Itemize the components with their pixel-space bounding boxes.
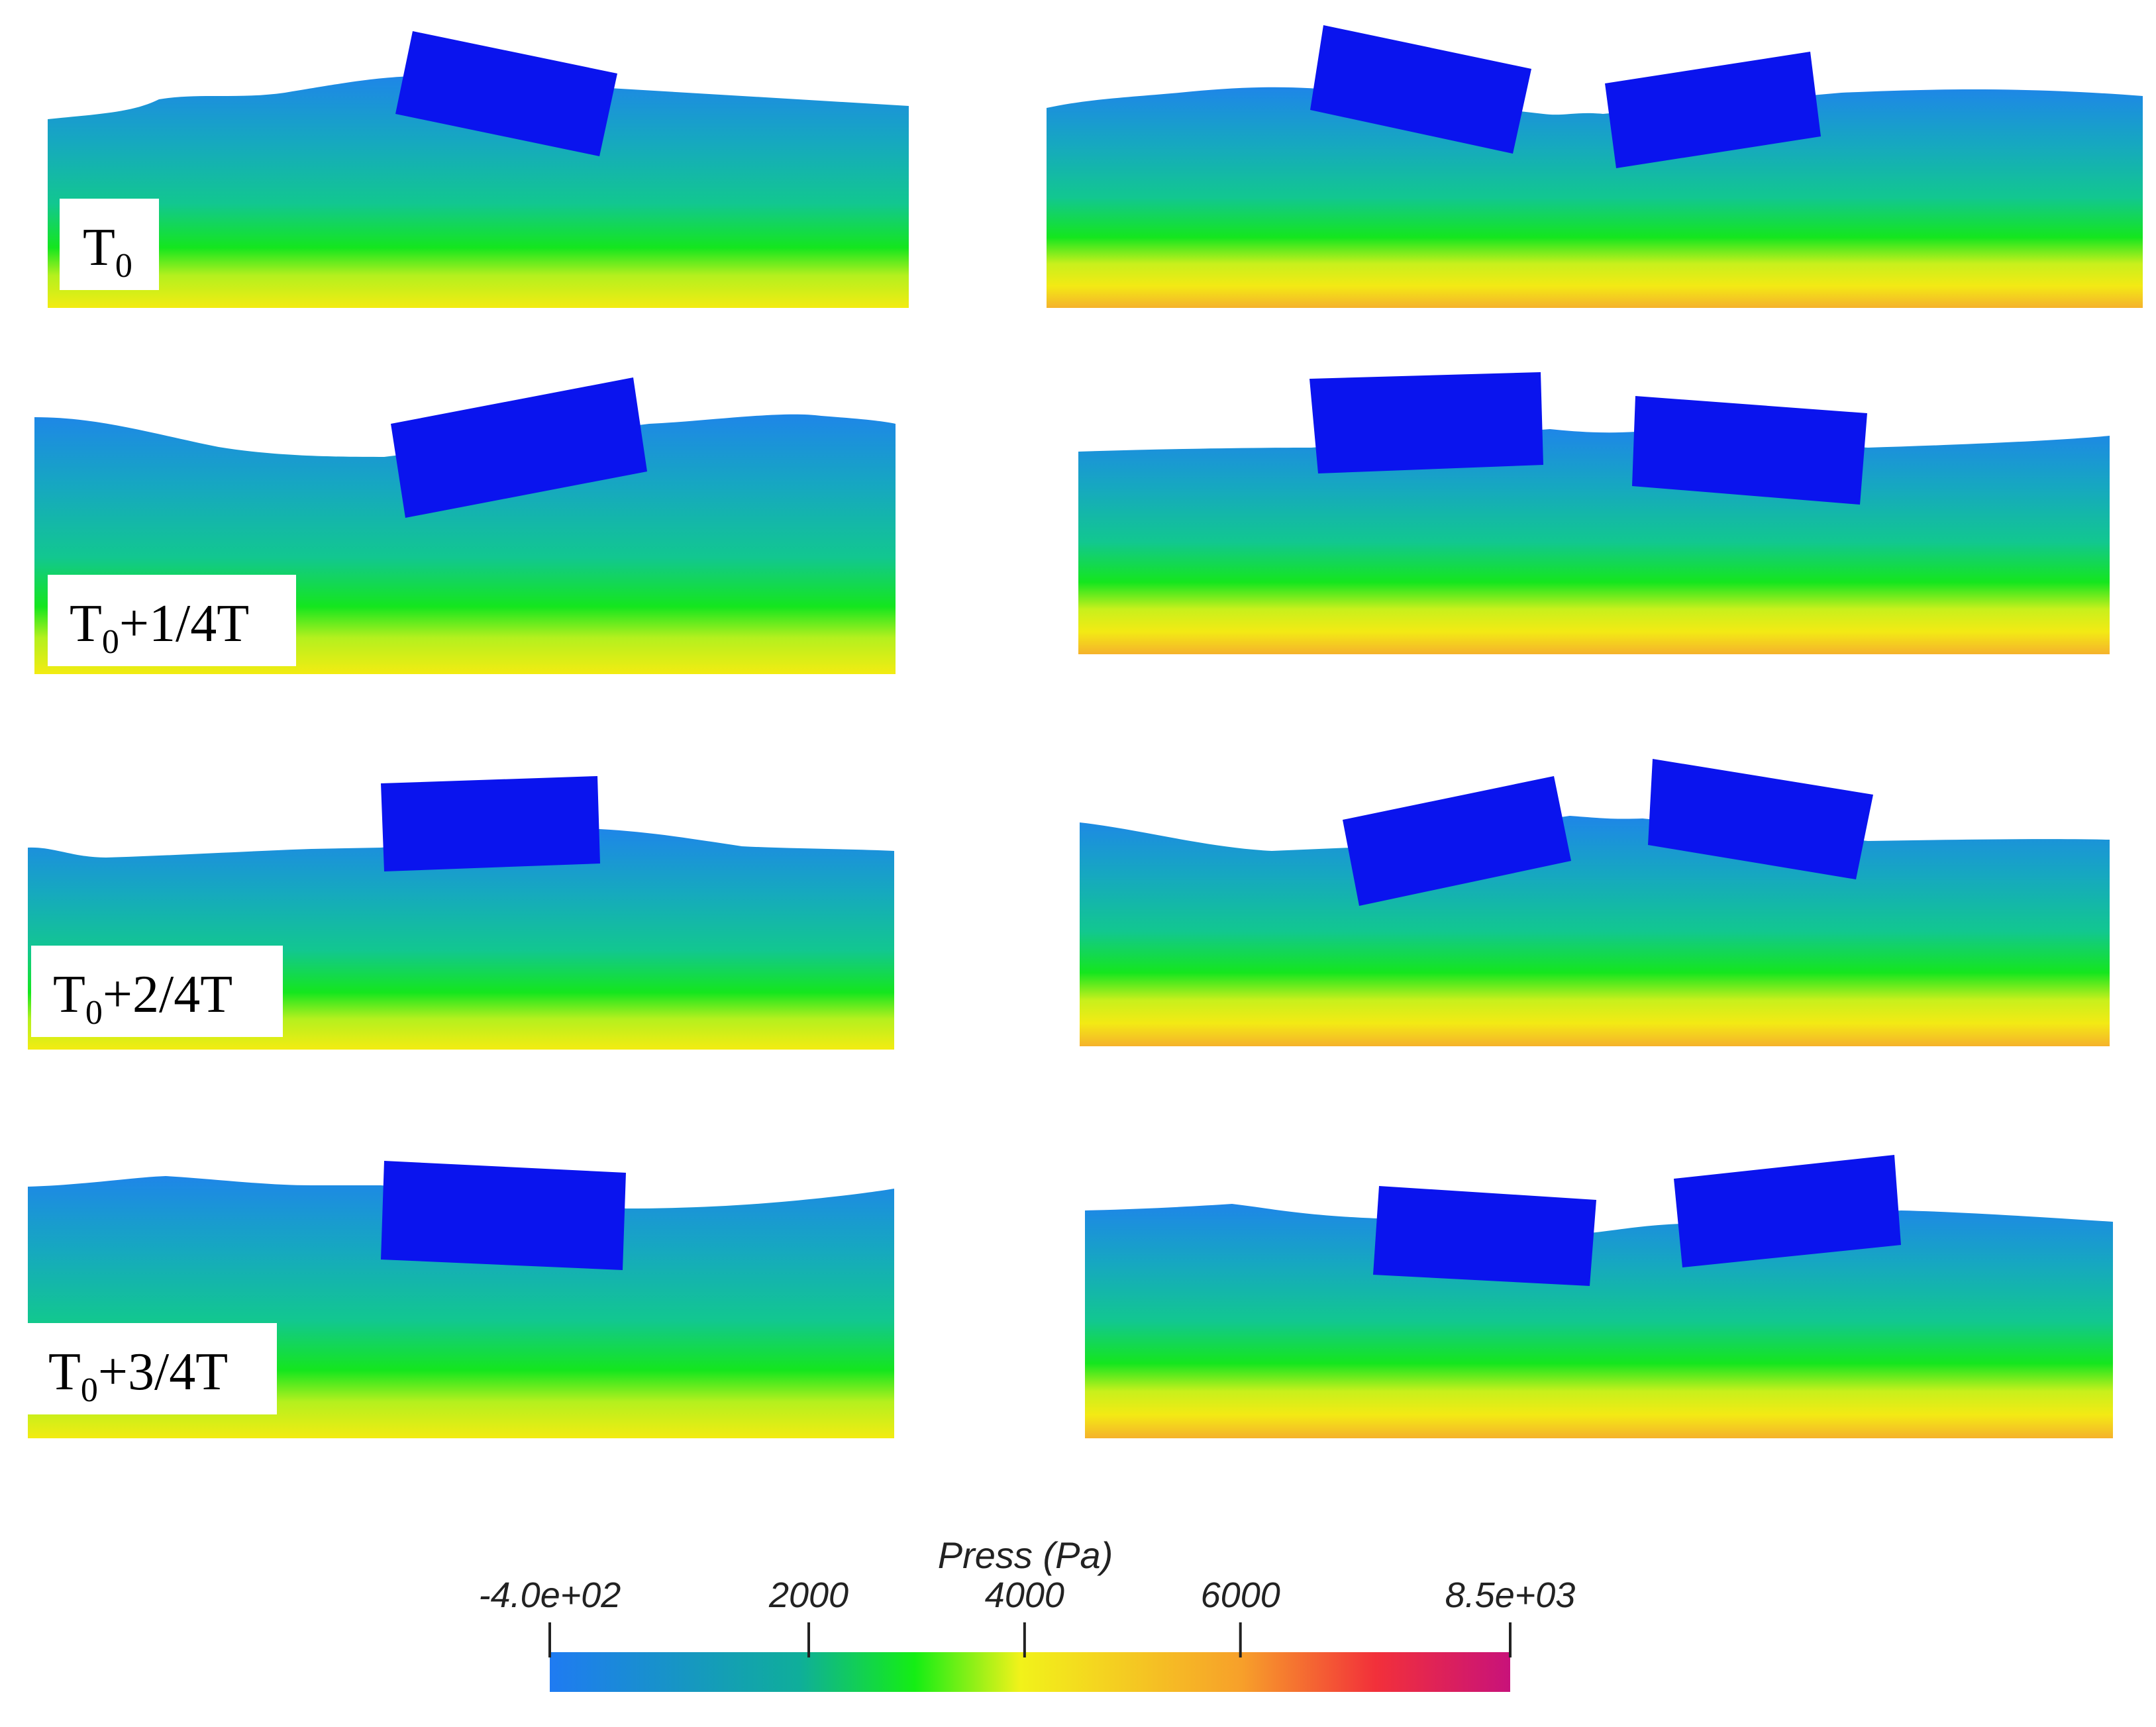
time-label: T0 (60, 199, 159, 290)
colorbar-tick-label: 2000 (768, 1575, 848, 1615)
time-label-rest: +3/4T (98, 1343, 228, 1401)
panel-row-1-single: T0 (48, 31, 909, 308)
colorbar-tick-label: 4000 (985, 1575, 1064, 1615)
water-domain (1047, 87, 2143, 308)
colorbar-ticks: -4.0e+02 2000 4000 6000 8.5e+03 (479, 1575, 1576, 1657)
svg-text:T0+3/4T: T0+3/4T (48, 1343, 228, 1409)
panel-row-1-double (1047, 25, 2143, 308)
water-domain (1078, 429, 2110, 654)
colorbar-title: Press (Pa) (938, 1534, 1113, 1576)
floating-body (395, 31, 617, 156)
floating-body-right (1605, 52, 1821, 168)
floating-body (381, 776, 600, 871)
time-label-main: T (70, 595, 102, 653)
water-domain (1085, 1204, 2113, 1438)
time-label-sub: 0 (85, 994, 103, 1032)
time-label-sub: 0 (115, 247, 132, 285)
time-label-sub: 0 (81, 1371, 98, 1409)
time-label: T0+1/4T (48, 575, 296, 666)
panel-row-3-double (1080, 759, 2110, 1046)
floating-body-right (1674, 1155, 1901, 1267)
time-label-rest: +1/4T (119, 595, 249, 653)
colorbar: Press (Pa) -4.0e+02 2000 4000 6000 8.5e+03 (479, 1534, 1576, 1692)
panel-row-4-double (1085, 1155, 2113, 1438)
floating-body-left (1309, 372, 1543, 473)
svg-text:T0: T0 (83, 219, 132, 285)
floating-body-left (1310, 25, 1531, 154)
svg-text:T0+1/4T: T0+1/4T (70, 595, 249, 661)
time-label: T0+3/4T (26, 1323, 277, 1414)
water-domain (48, 76, 909, 308)
floating-body (391, 377, 647, 518)
time-label-sub: 0 (102, 623, 119, 661)
time-label-main: T (83, 219, 115, 277)
floating-body-left (1373, 1186, 1596, 1286)
svg-text:T0+2/4T: T0+2/4T (53, 965, 232, 1032)
floating-body (381, 1161, 626, 1270)
floating-body-right (1632, 396, 1867, 505)
colorbar-tick-label: 6000 (1201, 1575, 1280, 1615)
time-label-rest: +2/4T (103, 965, 232, 1024)
colorbar-gradient (550, 1652, 1510, 1692)
panel-row-3-single: T0+2/4T (28, 776, 894, 1050)
panel-row-2-single: T0+1/4T (34, 377, 896, 674)
floating-body-left (1343, 776, 1571, 906)
panel-row-2-double (1078, 372, 2110, 654)
water-domain (1080, 816, 2110, 1046)
time-label: T0+2/4T (31, 946, 283, 1037)
colorbar-tick-label: -4.0e+02 (479, 1575, 621, 1615)
time-label-main: T (48, 1343, 81, 1401)
panel-row-4-single: T0+3/4T (26, 1161, 894, 1438)
colorbar-tick-label: 8.5e+03 (1445, 1575, 1576, 1615)
time-label-main: T (53, 965, 85, 1024)
floating-body-right (1648, 759, 1873, 879)
